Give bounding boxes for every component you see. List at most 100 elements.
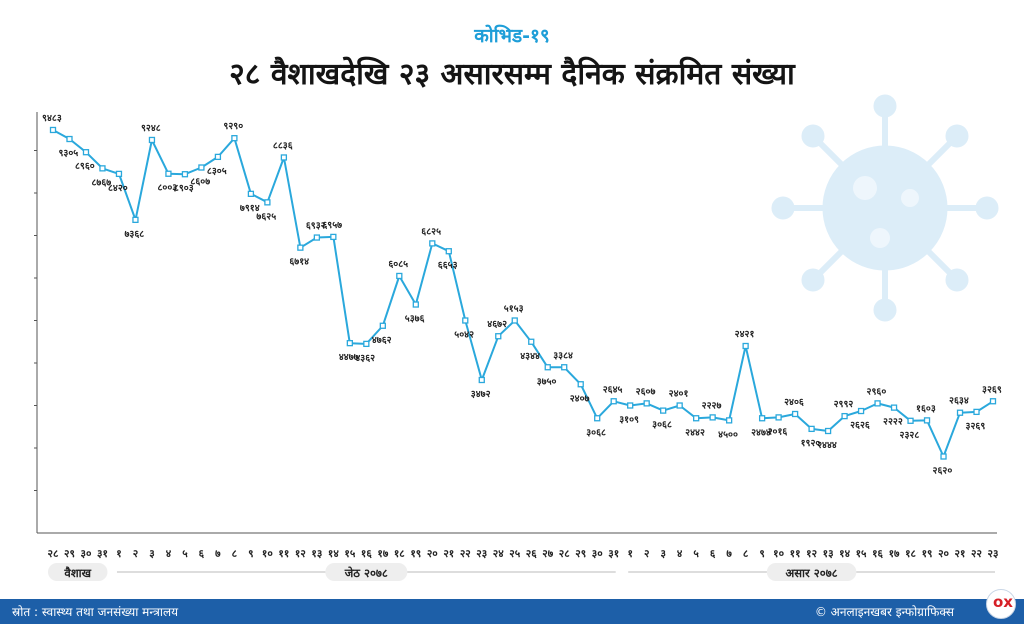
data-label-56: ३२६९ <box>966 421 986 432</box>
data-label-15: ६७१४ <box>289 257 309 268</box>
data-point-22 <box>412 301 419 308</box>
data-point-47 <box>824 427 832 435</box>
data-label-47: २४४४ <box>817 440 837 451</box>
data-label-2: ८९६० <box>75 161 95 172</box>
x-tick-label-21: १८ <box>394 548 405 560</box>
data-point-31 <box>561 364 568 371</box>
data-label-8: ८९०३ <box>174 183 194 194</box>
data-label-11: ९२९० <box>223 121 243 132</box>
x-tick-label-57: २३ <box>988 548 999 560</box>
data-label-51: २२२२ <box>883 417 903 428</box>
data-label-5: ७३६८ <box>124 229 144 240</box>
data-label-30: ३७५० <box>537 376 557 387</box>
x-tick-label-0: २८ <box>48 548 59 560</box>
data-point-51 <box>890 404 898 411</box>
data-point-11 <box>231 135 238 142</box>
data-label-7: ८००३ <box>157 183 177 194</box>
data-label-42: २४२१ <box>735 329 755 340</box>
data-point-35 <box>627 402 634 409</box>
x-tick-label-14: ११ <box>278 548 289 560</box>
x-tick-label-46: १२ <box>806 548 817 560</box>
data-label-57: ३२६९ <box>982 384 1002 395</box>
x-tick-label-53: १९ <box>922 548 933 560</box>
x-tick-label-9: ६ <box>199 548 205 560</box>
data-point-13 <box>264 199 271 206</box>
data-point-29 <box>528 338 535 345</box>
data-point-15 <box>297 244 304 251</box>
data-label-16: ६९३२ <box>306 221 326 232</box>
data-point-14 <box>280 154 288 161</box>
data-point-16 <box>313 234 321 241</box>
x-tick-label-49: १५ <box>856 548 867 560</box>
x-tick-label-45: ११ <box>790 548 801 560</box>
data-point-25 <box>462 317 469 324</box>
data-point-23 <box>429 240 436 247</box>
data-label-4: ८४२० <box>108 183 128 194</box>
x-tick-label-32: २९ <box>575 548 586 560</box>
x-tick-label-28: २५ <box>509 548 520 560</box>
x-tick-label-8: ५ <box>182 548 188 560</box>
line-chart: ९४८३९३०५८९६०८७६७८४२०७३६८९२४८८००३८९०३८६०७… <box>34 112 1002 581</box>
x-tick-label-23: २० <box>427 548 438 560</box>
data-point-45 <box>791 410 799 418</box>
data-point-10 <box>214 153 222 161</box>
data-point-42 <box>742 342 749 350</box>
data-label-34: २६४५ <box>603 384 623 395</box>
data-label-6: ९२४८ <box>141 123 161 134</box>
data-label-9: ८६०७ <box>190 177 210 188</box>
data-point-12 <box>247 190 255 198</box>
data-label-31: ३३८४ <box>553 350 573 361</box>
x-tick-label-20: १७ <box>377 548 388 560</box>
x-tick-label-39: ५ <box>693 548 699 560</box>
credit-text: © अनलाइनखबर इन्फोग्राफिक्स <box>814 605 954 619</box>
data-point-52 <box>907 417 914 424</box>
data-label-27: ४६७२ <box>487 319 507 330</box>
data-point-2 <box>82 149 90 156</box>
data-label-22: ५३७६ <box>405 314 425 325</box>
data-label-52: २३२८ <box>900 430 920 441</box>
data-label-38: २४०१ <box>669 389 689 400</box>
data-point-57 <box>989 398 997 405</box>
x-tick-label-17: १४ <box>328 548 339 560</box>
data-point-27 <box>495 333 502 340</box>
data-point-24 <box>445 248 452 255</box>
virus-icon <box>771 94 999 322</box>
data-point-39 <box>693 415 700 422</box>
data-point-5 <box>132 216 139 224</box>
data-point-7 <box>165 170 172 177</box>
x-tick-label-40: ६ <box>710 548 716 560</box>
data-point-19 <box>363 340 370 348</box>
data-point-17 <box>330 233 337 241</box>
data-point-9 <box>198 164 205 171</box>
data-label-43: २४७४ <box>751 427 771 438</box>
data-point-50 <box>874 400 881 407</box>
data-label-35: ३१०९ <box>619 415 639 426</box>
x-tick-label-24: २१ <box>443 548 454 560</box>
data-label-17: ६९५७ <box>322 220 342 231</box>
data-point-20 <box>379 322 386 329</box>
data-label-21: ६०८५ <box>388 259 408 270</box>
x-tick-label-10: ७ <box>215 548 221 560</box>
x-tick-label-3: ३१ <box>97 548 108 560</box>
data-point-32 <box>577 381 584 388</box>
data-point-4 <box>115 170 123 178</box>
data-point-49 <box>857 407 865 415</box>
x-tick-label-36: २ <box>644 548 649 560</box>
source-text: स्रोत : स्वास्थ्य तथा जनसंख्या मन्त्रालय <box>12 605 179 619</box>
data-label-3: ८७६७ <box>91 177 111 188</box>
data-point-53 <box>923 417 931 424</box>
data-point-38 <box>676 402 683 409</box>
data-label-54: २६२० <box>933 466 953 477</box>
data-point-36 <box>643 400 650 407</box>
data-label-55: २६३४ <box>949 396 969 407</box>
x-tick-label-55: २१ <box>955 548 966 560</box>
logo-icon: ox <box>986 589 1016 619</box>
data-label-46: १९२० <box>801 438 821 449</box>
data-point-33 <box>594 415 601 422</box>
x-tick-label-19: १६ <box>361 548 372 560</box>
x-tick-label-47: १३ <box>823 548 834 560</box>
data-label-39: २४४२ <box>685 427 705 438</box>
data-label-36: २६०७ <box>636 386 656 397</box>
x-tick-label-42: ८ <box>743 548 749 560</box>
data-label-12: ७९१४ <box>240 203 260 214</box>
